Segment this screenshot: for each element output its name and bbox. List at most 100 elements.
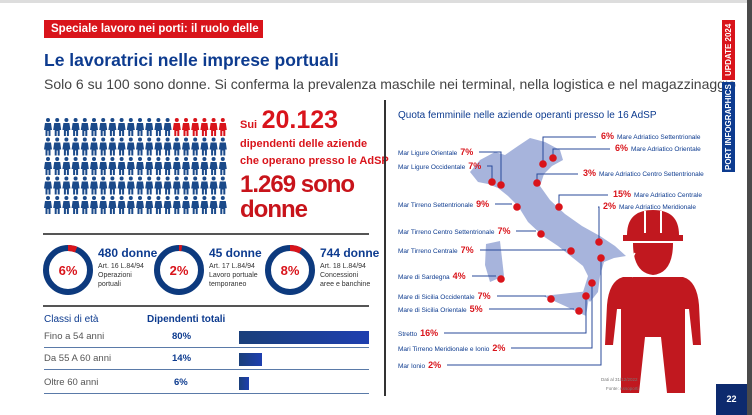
donut-pct: 2%: [170, 263, 189, 278]
man-icon: [108, 118, 117, 136]
port-pct: 7%: [497, 226, 511, 236]
man-icon: [172, 176, 181, 195]
man-icon: [182, 157, 190, 175]
age-class: Fino a 54 anni: [44, 331, 105, 342]
man-icon: [191, 176, 200, 195]
donut-chart: 8%: [265, 245, 315, 295]
donut-legend: 45 donne Art. 17 L.84/94 Lavoro portuale te…: [209, 246, 262, 289]
man-icon: [172, 137, 181, 156]
donut-legend: 480 donne Art. 16 L.84/94 Operazioni portua…: [98, 246, 157, 289]
man-icon: [90, 137, 98, 156]
donut-fill: [154, 245, 204, 295]
leader-line: [444, 296, 587, 334]
brand-badge: PORT INFOGRAPHICS: [722, 82, 735, 172]
port-dot: [595, 238, 603, 246]
port-dot: [597, 254, 605, 262]
port-pct: 16%: [420, 328, 439, 338]
man-icon: [136, 137, 144, 156]
port-label: Mar Tirreno Centro Settentrionale 7%: [398, 226, 513, 236]
port-dot: [533, 179, 541, 187]
man-icon: [145, 157, 154, 175]
man-icon: [145, 176, 154, 195]
man-icon: [191, 157, 200, 175]
woman-icon: [218, 118, 227, 136]
man-icon: [99, 176, 108, 195]
man-icon: [154, 196, 163, 214]
port-label: 6% Mare Adriatico Orientale: [612, 143, 701, 153]
man-icon: [172, 196, 181, 214]
port-pct: 2%: [492, 343, 506, 353]
woman-icon: [172, 118, 181, 136]
man-icon: [218, 176, 227, 195]
man-icon: [145, 137, 154, 156]
man-icon: [117, 118, 126, 136]
port-pct: 2%: [428, 360, 442, 370]
man-icon: [136, 157, 144, 175]
man-icon: [62, 118, 71, 136]
man-icon: [218, 157, 227, 175]
women-count: 480 donne: [98, 246, 158, 260]
port-dot: [497, 275, 505, 283]
port-pct: 9%: [476, 199, 490, 209]
port-pct: 2%: [603, 201, 617, 211]
man-icon: [209, 157, 218, 175]
age-header: Classi di età: [44, 314, 99, 325]
man-icon: [126, 137, 135, 156]
leader-line: [598, 206, 600, 242]
total-header: Dipendenti totali: [147, 314, 226, 325]
port-dot: [547, 295, 555, 303]
man-icon: [163, 137, 172, 156]
port-dot: [575, 307, 583, 315]
man-icon: [108, 157, 117, 175]
man-icon: [53, 176, 62, 195]
age-pct: 6%: [174, 377, 188, 388]
port-label: 15% Mare Adriatico Centrale: [610, 189, 702, 199]
man-icon: [44, 196, 52, 214]
man-icon: [80, 176, 89, 195]
leader-line: [558, 194, 608, 207]
row-divider: [44, 393, 369, 394]
port-dot: [497, 181, 505, 189]
desc-line2: che operano presso le AdSP: [240, 155, 389, 167]
man-icon: [136, 118, 144, 136]
man-icon: [136, 196, 144, 214]
port-dot: [488, 178, 496, 186]
donut-chart: 2%: [154, 245, 204, 295]
donut-fill: [265, 245, 315, 295]
port-dot: [582, 292, 590, 300]
donut-legend: 744 donne Art. 18 L.84/94 Concessioni aree …: [320, 246, 379, 289]
man-icon: [53, 118, 62, 136]
desc: Lavoro portuale: [209, 272, 258, 279]
man-icon: [90, 176, 98, 195]
man-icon: [182, 196, 190, 214]
man-icon: [90, 196, 98, 214]
page-border: [747, 0, 752, 415]
total-employees: Sui 20.123: [240, 106, 338, 135]
man-icon: [99, 137, 108, 156]
age-class: Da 55 A 60 anni: [44, 353, 112, 364]
people-pictogram: [44, 118, 227, 214]
desc: Concessioni: [320, 272, 359, 279]
desc-line1: dipendenti delle aziende: [240, 138, 368, 150]
port-pct: 7%: [477, 291, 491, 301]
man-icon: [108, 176, 117, 195]
port-dot: [567, 247, 575, 255]
port-pct: 4%: [452, 271, 466, 281]
port-label: Mar Ligure Orientale 7%: [398, 147, 476, 157]
man-icon: [117, 196, 126, 214]
man-icon: [145, 118, 154, 136]
leader-line: [542, 136, 596, 164]
woman-icon: [200, 118, 209, 136]
total-value: 20.123: [261, 106, 339, 134]
man-icon: [200, 196, 209, 214]
man-icon: [44, 157, 52, 175]
woman-icon: [182, 118, 190, 136]
port-label: Mare di Sicilia Occidentale 7%: [398, 291, 494, 301]
age-bar: [239, 353, 262, 366]
woman-worker-icon: [605, 210, 701, 393]
update-badge: UPDATE 2024: [722, 20, 735, 80]
man-icon: [163, 157, 172, 175]
man-icon: [126, 157, 135, 175]
port-name: Mare di Sardegna: [398, 274, 450, 281]
port-label: Mare di Sicilia Orientale 5%: [398, 304, 486, 314]
